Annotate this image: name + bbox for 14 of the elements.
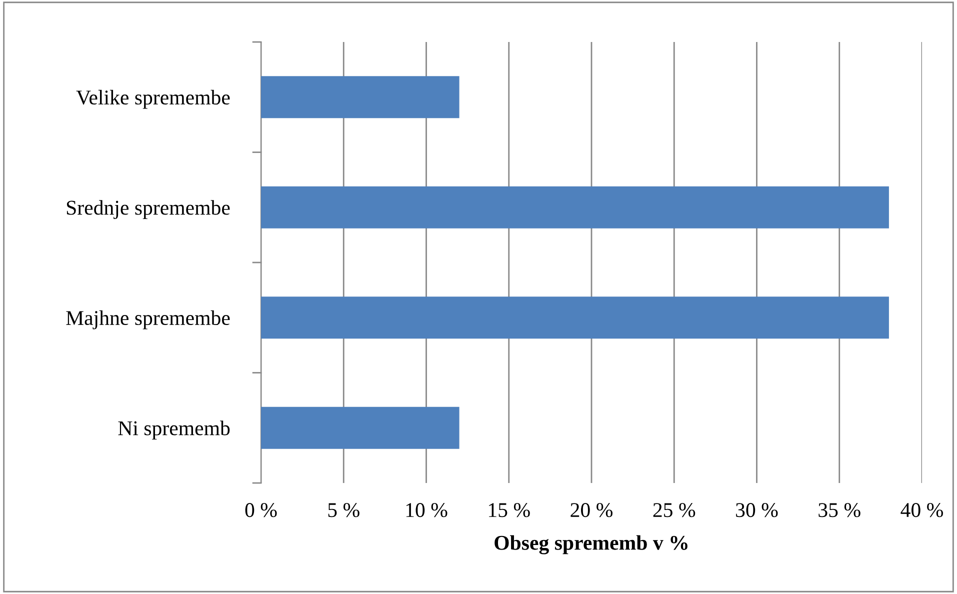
x-tick-label: 35 % <box>818 503 860 518</box>
x-tick-label: 25 % <box>653 503 696 518</box>
x-axis-title: Obseg sprememb v % <box>494 535 688 554</box>
y-tick-label: Srednje spremembe <box>66 200 230 220</box>
y-tick-label: Majhne spremembe <box>66 310 230 330</box>
x-tick-label: 15 % <box>489 503 530 518</box>
y-tick-label: Velike spremembe <box>76 90 230 109</box>
x-tick-label: 40 % <box>900 503 943 518</box>
x-tick-label: 20 % <box>570 503 612 518</box>
x-tick-label: 0 % <box>245 503 277 518</box>
x-tick-label: 30 % <box>736 503 778 518</box>
y-tick-label: Ni sprememb <box>118 420 230 440</box>
x-tick-label: 5 % <box>328 503 360 518</box>
x-tick-label: 10 % <box>406 503 448 518</box>
